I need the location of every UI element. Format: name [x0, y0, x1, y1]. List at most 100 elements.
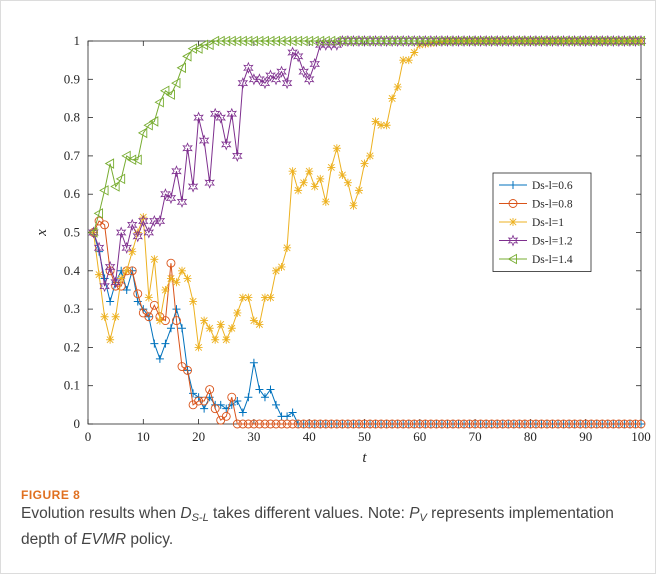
data-point — [238, 408, 247, 417]
data-point — [171, 165, 182, 178]
data-point — [161, 285, 170, 294]
data-point — [172, 305, 181, 314]
data-point — [365, 419, 375, 429]
y-tick-label: 0.3 — [64, 301, 80, 316]
data-point — [200, 404, 209, 413]
data-point — [187, 180, 199, 193]
data-point — [220, 35, 231, 47]
caption-var-pv: P — [409, 505, 420, 522]
data-point — [410, 48, 419, 57]
data-point — [227, 324, 236, 333]
data-point — [237, 77, 249, 90]
data-point — [303, 35, 314, 47]
data-point — [122, 285, 131, 294]
data-point — [154, 97, 164, 108]
data-point — [277, 419, 286, 429]
data-point — [244, 393, 253, 402]
data-point — [520, 419, 530, 429]
data-point — [331, 35, 341, 47]
data-point — [607, 35, 618, 47]
data-point — [631, 419, 640, 429]
data-point — [126, 218, 138, 231]
x-tick-label: 60 — [413, 429, 426, 444]
data-point — [503, 419, 513, 429]
data-point — [310, 419, 320, 429]
data-point — [360, 159, 369, 168]
data-point — [287, 46, 298, 59]
data-point — [271, 419, 281, 429]
data-point — [537, 419, 546, 429]
data-point — [305, 167, 314, 176]
data-point — [298, 35, 308, 47]
data-point — [337, 419, 347, 429]
x-tick-label: 20 — [192, 429, 205, 444]
data-point — [288, 167, 297, 176]
caption-mid1: takes different values. Note: — [208, 505, 410, 522]
data-point — [226, 35, 236, 47]
data-point — [603, 419, 613, 429]
data-point — [99, 185, 109, 196]
series-5 — [88, 35, 645, 238]
data-point — [249, 358, 258, 367]
data-point — [336, 35, 347, 47]
data-point — [117, 274, 126, 283]
data-point — [260, 393, 269, 402]
data-point — [635, 35, 645, 47]
data-point — [266, 385, 275, 394]
data-point — [132, 230, 144, 243]
data-point — [292, 50, 304, 63]
data-point — [122, 266, 131, 275]
y-tick-label: 0.6 — [64, 186, 81, 201]
y-axis-label: x — [34, 229, 50, 237]
data-point — [486, 35, 496, 47]
data-point — [315, 419, 325, 429]
data-point — [95, 270, 104, 279]
data-point — [458, 35, 468, 47]
data-point — [183, 365, 192, 375]
x-tick-label: 70 — [469, 429, 482, 444]
legend-marker — [507, 253, 517, 265]
data-point — [259, 77, 271, 90]
data-point — [437, 37, 446, 46]
legend-marker — [507, 234, 519, 247]
data-point — [166, 258, 176, 268]
data-point — [508, 35, 518, 47]
data-point — [409, 419, 419, 429]
data-point — [198, 39, 209, 51]
data-point — [233, 397, 242, 406]
y-tick-label: 0.2 — [64, 339, 80, 354]
data-point — [530, 35, 540, 47]
data-point — [254, 73, 265, 86]
data-point — [348, 35, 358, 47]
data-point — [187, 43, 198, 54]
y-tick-label: 0.7 — [64, 148, 81, 163]
data-point — [415, 40, 424, 49]
caption-post: policy. — [126, 531, 174, 548]
data-point — [160, 85, 170, 97]
y-tick-label: 0.9 — [64, 71, 80, 86]
data-point — [480, 35, 491, 47]
data-point — [249, 419, 259, 429]
data-point — [592, 419, 602, 429]
data-point — [281, 77, 293, 90]
data-point — [309, 35, 319, 47]
data-point — [519, 35, 529, 47]
data-point — [148, 116, 159, 127]
data-point — [376, 419, 386, 429]
data-point — [359, 35, 369, 47]
data-point — [199, 396, 209, 406]
data-point — [143, 119, 153, 131]
data-point — [161, 339, 170, 348]
data-point — [425, 35, 435, 47]
data-point — [216, 400, 225, 409]
data-point — [150, 255, 159, 264]
data-point — [397, 35, 408, 47]
legend-marker — [508, 199, 518, 208]
data-point — [110, 276, 121, 289]
data-point — [404, 419, 414, 429]
data-point — [575, 419, 585, 429]
legend-entry: Ds-l=1.4 — [499, 253, 573, 266]
data-point — [487, 419, 497, 429]
data-point — [205, 324, 214, 333]
data-point — [121, 150, 131, 162]
